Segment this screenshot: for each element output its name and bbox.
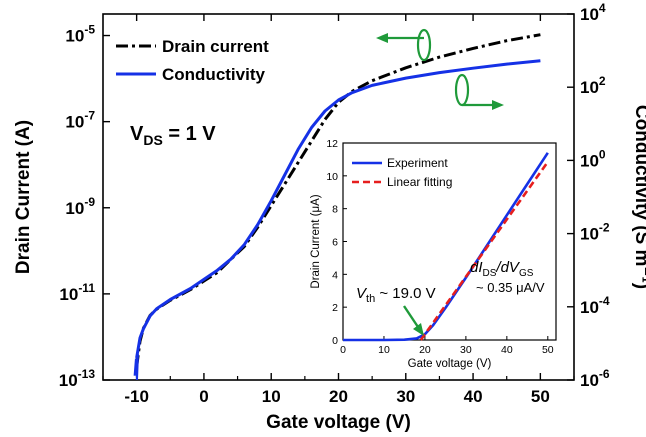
main-legend: Drain current Conductivity — [116, 37, 269, 84]
inset-y-tick-label: 4 — [332, 269, 338, 281]
inset-x-tick-label: 30 — [460, 344, 472, 356]
left-y-tick-label: 10-9 — [65, 195, 95, 218]
vth-annotation: Vth ~ 19.0 V — [356, 285, 436, 305]
inset-x-tick-label: 20 — [419, 344, 431, 356]
x-tick-label: 50 — [531, 387, 550, 406]
inset-legend: Experiment Linear fitting — [352, 156, 452, 189]
left-axis-indicator-arrow — [376, 28, 432, 62]
left-y-tick-label: 10-5 — [65, 23, 95, 46]
legend-label-drain-current: Drain current — [162, 37, 269, 56]
inset-y-tick-label: 10 — [326, 171, 338, 183]
left-y-tick-label: 10-13 — [59, 367, 96, 390]
inset-x-tick-label: 10 — [378, 344, 390, 356]
right-y-tick-label: 102 — [580, 74, 606, 97]
left-y-tick-label: 10-11 — [59, 281, 95, 304]
right-axis-title: Conductivity (S m⁻¹) — [631, 105, 646, 289]
inset-frame — [342, 142, 557, 341]
x-tick-label: 40 — [464, 387, 483, 406]
inset-x-tick-label: 0 — [340, 344, 346, 356]
x-axis-title: Gate voltage (V) — [266, 412, 411, 433]
inset-y-tick-label: 0 — [332, 335, 338, 347]
inset-y-tick-label: 8 — [332, 204, 338, 216]
x-tick-label: 10 — [262, 387, 281, 406]
inset-series-linear-fitting — [419, 161, 549, 341]
x-tick-label: 20 — [329, 387, 348, 406]
x-tick-label: 30 — [396, 387, 415, 406]
legend-label-conductivity: Conductivity — [162, 65, 265, 84]
inset-y-axis-title: Drain Current (μA) — [310, 194, 322, 288]
right-y-tick-label: 10-2 — [580, 221, 610, 244]
inset-plot: 0 10 20 30 40 50 0 2 4 6 8 10 12 Gate voltage (V) Drai… — [310, 138, 557, 370]
right-y-tick-label: 10-6 — [580, 367, 610, 390]
left-y-tick-label: 10-7 — [65, 109, 95, 132]
right-axis-indicator-arrow — [454, 73, 504, 110]
inset-legend-label-experiment: Experiment — [387, 156, 448, 170]
series-line-conductivity — [135, 59, 541, 359]
inset-y-tick-label: 6 — [332, 237, 338, 249]
vth-arrow-shaft — [403, 305, 419, 328]
indicator-arrow-head — [492, 100, 504, 110]
low-current-noise — [133, 354, 139, 381]
x-tick-label: 0 — [199, 387, 208, 406]
inset-x-tick-label: 50 — [542, 344, 554, 356]
right-y-tick-label: 104 — [580, 1, 606, 24]
right-y-tick-label: 100 — [580, 147, 606, 170]
inset-legend-label-linear-fitting: Linear fitting — [387, 175, 452, 189]
inset-series-experiment — [343, 152, 549, 342]
slope-annotation-line2: ~ 0.35 μA/V — [476, 280, 545, 295]
vth-arrow-head — [413, 323, 424, 336]
inset-x-axis-title: Gate voltage (V) — [408, 358, 492, 370]
indicator-ellipse — [416, 28, 432, 62]
slope-annotation-line1: dIDS/dVGS — [470, 259, 534, 279]
inset-x-tick-label: 40 — [501, 344, 513, 356]
main-plot: -10 0 10 20 30 40 5010-1310-1110-910-710-510-6… — [13, 1, 646, 433]
x-tick-label: -10 — [124, 387, 149, 406]
inset-y-tick-label: 2 — [332, 302, 338, 314]
inset-y-tick-label: 12 — [326, 138, 338, 150]
vds-annotation: VDS = 1 V — [130, 123, 216, 148]
right-y-tick-label: 10-4 — [580, 294, 610, 317]
left-axis-title: Drain Current (A) — [13, 120, 34, 274]
indicator-arrow-head — [376, 33, 388, 43]
indicator-ellipse — [454, 73, 470, 107]
